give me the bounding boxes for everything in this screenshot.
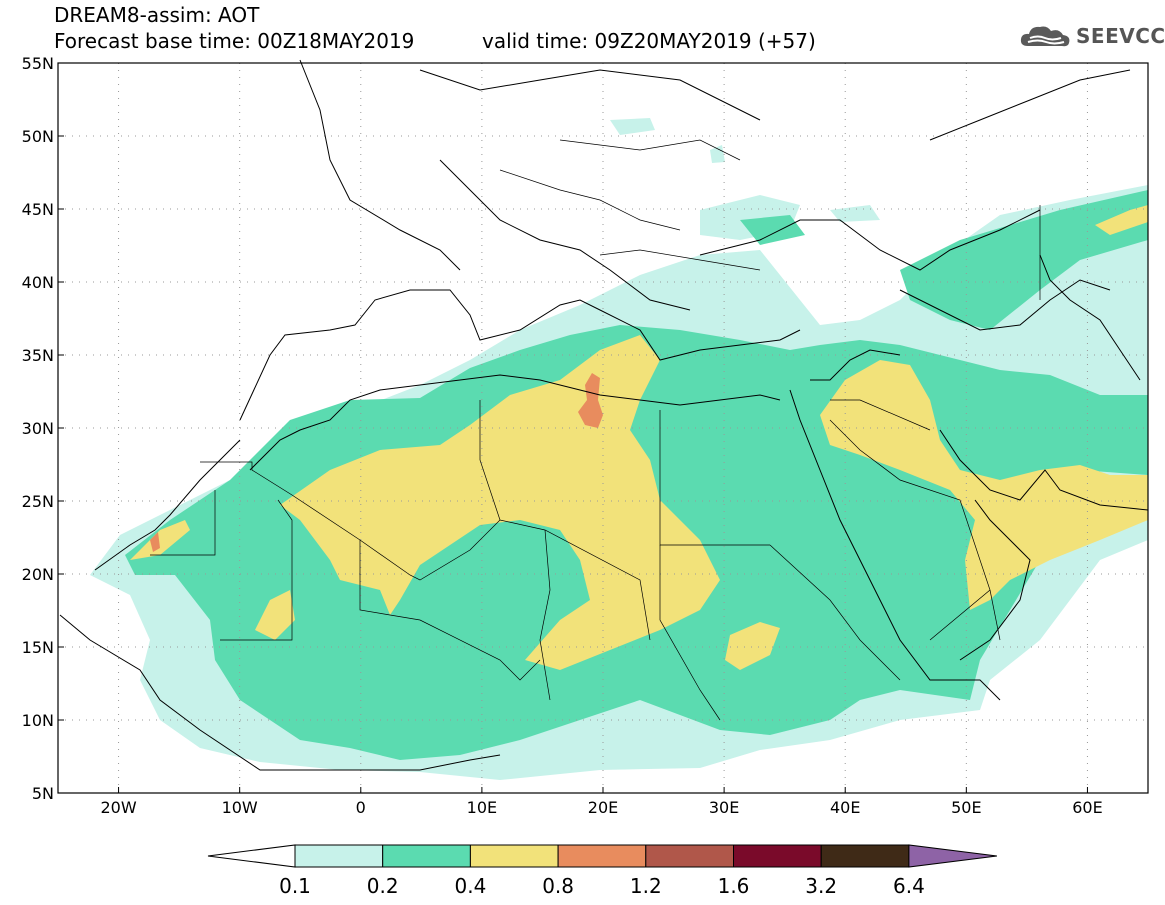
colorbar: [207, 844, 997, 868]
lat-tick-label: 35N: [22, 346, 54, 365]
lon-tick-label: 20W: [100, 798, 136, 817]
forecast-base-time: Forecast base time: 00Z18MAY2019: [54, 29, 415, 53]
lat-tick-label: 10N: [22, 711, 54, 730]
colorbar-segment: [382, 844, 471, 868]
lat-tick-label: 45N: [22, 200, 54, 219]
axis-ticks: [58, 62, 1088, 794]
lat-tick-label: 5N: [32, 784, 54, 803]
lat-tick-label: 20N: [22, 565, 54, 584]
lon-tick-label: 0: [356, 798, 366, 817]
lon-tick-label: 20E: [588, 798, 618, 817]
colorbar-label: 6.4: [893, 874, 925, 898]
latitude-labels: 55N 50N 45N 40N 35N 30N 25N 20N 15N 10N 5N: [22, 54, 54, 803]
colorbar-label: 1.2: [630, 874, 662, 898]
valid-time: valid time: 09Z20MAY2019 (+57): [482, 29, 816, 53]
colorbar-label: 0.8: [542, 874, 574, 898]
colorbar-segment: [469, 844, 559, 868]
lat-tick-label: 15N: [22, 638, 54, 657]
lon-tick-label: 10W: [222, 798, 258, 817]
logo-text: SEEVCCC: [1076, 24, 1165, 48]
colorbar-above-triangle: [908, 844, 997, 868]
colorbar-segment: [294, 844, 384, 868]
lon-tick-label: 30E: [709, 798, 739, 817]
colorbar-segment: [733, 844, 822, 868]
lon-tick-label: 10E: [467, 798, 497, 817]
aot-level-0-4: [130, 205, 1148, 670]
map-grid: [58, 63, 1148, 793]
lon-tick-label: 50E: [951, 798, 981, 817]
aot-field: [90, 118, 1148, 780]
lat-tick-label: 25N: [22, 492, 54, 511]
lat-tick-label: 30N: [22, 419, 54, 438]
country-borders: [150, 139, 1041, 721]
lat-tick-label: 40N: [22, 273, 54, 292]
seevccc-logo: SEEVCCC: [1018, 22, 1165, 50]
colorbar-label: 0.2: [367, 874, 399, 898]
aot-level-0-8: [150, 373, 603, 552]
cloud-icon: [1020, 26, 1070, 47]
coastlines: [59, 59, 1149, 771]
colorbar-segment: [820, 844, 910, 868]
colorbar-label: 3.2: [805, 874, 837, 898]
map-title: DREAM8-assim: AOT: [54, 3, 260, 27]
lat-tick-label: 55N: [22, 54, 54, 73]
colorbar-label: 0.1: [279, 874, 311, 898]
longitude-labels: 20W 10W 0 10E 20E 30E 40E 50E 60E: [100, 798, 1102, 817]
colorbar-segment: [645, 844, 734, 868]
colorbar-labels: 0.1 0.2 0.4 0.8 1.2 1.6 3.2 6.4: [279, 874, 925, 898]
colorbar-label: 1.6: [718, 874, 750, 898]
lat-tick-label: 50N: [22, 127, 54, 146]
colorbar-segment: [557, 844, 647, 868]
lon-tick-label: 60E: [1072, 798, 1102, 817]
colorbar-below-triangle: [207, 844, 296, 868]
lon-tick-label: 40E: [830, 798, 860, 817]
colorbar-label: 0.4: [454, 874, 486, 898]
